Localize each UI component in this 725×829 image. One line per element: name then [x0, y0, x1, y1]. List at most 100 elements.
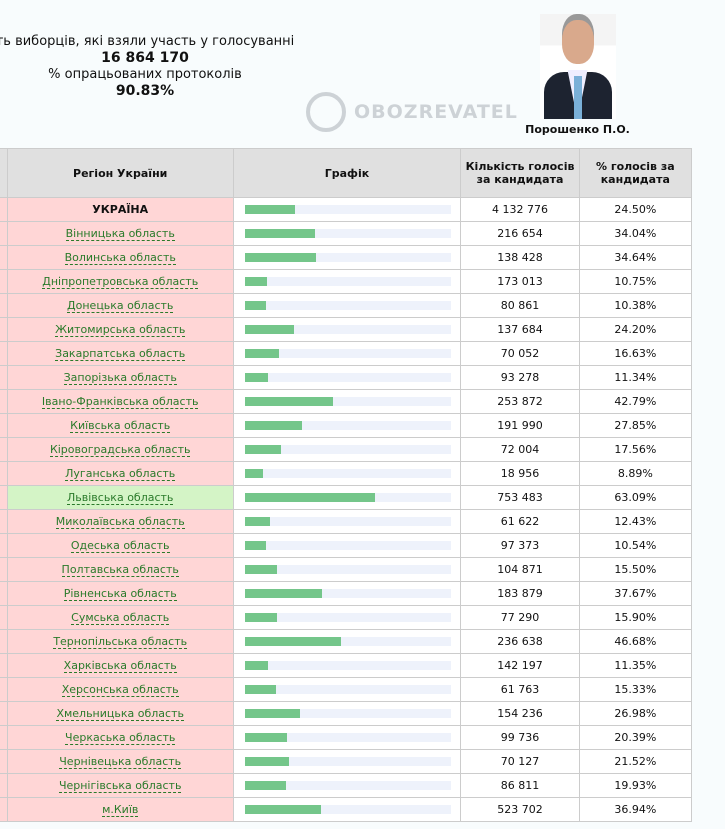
percent-cell: 11.34% — [578, 365, 693, 390]
region-link[interactable]: Кіровоградська область — [49, 443, 191, 457]
region-cell: Кіровоградська область — [6, 437, 234, 462]
table-row: Івано-Франківська область 253 872 42.79% — [0, 389, 693, 414]
row-spacer — [0, 509, 8, 534]
votes-cell: 104 871 — [460, 557, 580, 582]
bar-track — [244, 301, 451, 310]
region-link[interactable]: Полтавська область — [61, 563, 179, 577]
percent-cell: 10.38% — [578, 293, 693, 318]
region-link[interactable]: Дніпропетровська область — [42, 275, 199, 289]
percent-cell: 10.75% — [578, 269, 693, 294]
graph-cell — [232, 533, 462, 558]
table-row: Рівненська область 183 879 37.67% — [0, 581, 693, 606]
region-link[interactable]: Черкаська область — [65, 731, 176, 745]
row-spacer — [0, 293, 8, 318]
region-cell: Донецька область — [6, 293, 234, 318]
bar-fill — [244, 469, 263, 478]
region-cell: Житомирська область — [6, 317, 234, 342]
bar-track — [244, 637, 451, 646]
row-spacer — [0, 749, 8, 774]
percent-cell: 46.68% — [578, 629, 693, 654]
bar-fill — [244, 709, 301, 718]
region-link[interactable]: Закарпатська область — [55, 347, 186, 361]
region-link[interactable]: м.Київ — [102, 803, 139, 817]
votes-cell: 80 861 — [460, 293, 580, 318]
percent-cell: 15.50% — [578, 557, 693, 582]
region-link[interactable]: Чернігівська область — [58, 779, 182, 793]
table-row: Запорізька область 93 278 11.34% — [0, 365, 693, 390]
row-spacer — [0, 605, 8, 630]
bar-fill — [244, 397, 333, 406]
row-spacer — [0, 317, 8, 342]
header-spacer — [0, 148, 8, 198]
bar-track — [244, 253, 451, 262]
votes-cell: 183 879 — [460, 581, 580, 606]
table-row: Чернігівська область 86 811 19.93% — [0, 773, 693, 798]
protocols-label: % опрацьованих протоколів — [48, 67, 242, 82]
percent-cell: 11.35% — [578, 653, 693, 678]
row-spacer — [0, 773, 8, 798]
region-link[interactable]: Одеська область — [70, 539, 170, 553]
bar-fill — [244, 541, 267, 550]
region-link[interactable]: Тернопільська область — [53, 635, 188, 649]
bar-track — [244, 349, 451, 358]
graph-cell — [232, 773, 462, 798]
region-link[interactable]: Житомирська область — [55, 323, 186, 337]
table-row: Закарпатська область 70 052 16.63% — [0, 341, 693, 366]
region-cell: Чернівецька область — [6, 749, 234, 774]
bar-track — [244, 373, 451, 382]
region-link[interactable]: Миколаївська область — [55, 515, 185, 529]
bar-fill — [244, 589, 323, 598]
table-row: Кіровоградська область 72 004 17.56% — [0, 437, 693, 462]
bar-track — [244, 445, 451, 454]
region-link[interactable]: Вінницька область — [65, 227, 175, 241]
region-link[interactable]: Київська область — [70, 419, 171, 433]
graph-cell — [232, 221, 462, 246]
row-spacer — [0, 221, 8, 246]
graph-cell — [232, 677, 462, 702]
votes-cell: 97 373 — [460, 533, 580, 558]
percent-cell: 16.63% — [578, 341, 693, 366]
region-link[interactable]: Харківська область — [63, 659, 177, 673]
region-link[interactable]: Хмельницька область — [56, 707, 184, 721]
percent-cell: 20.39% — [578, 725, 693, 750]
row-spacer — [0, 581, 8, 606]
graph-cell — [232, 437, 462, 462]
region-link[interactable]: Волинська область — [64, 251, 176, 265]
table-row: Луганська область 18 956 8.89% — [0, 461, 693, 486]
percent-cell: 36.94% — [578, 797, 693, 822]
region-link[interactable]: Львівська область — [67, 491, 174, 505]
percent-cell: 15.33% — [578, 677, 693, 702]
percent-cell: 17.56% — [578, 437, 693, 462]
region-link[interactable]: Луганська область — [65, 467, 176, 481]
region-cell: Вінницька область — [6, 221, 234, 246]
percent-cell: 10.54% — [578, 533, 693, 558]
table-row: Миколаївська область 61 622 12.43% — [0, 509, 693, 534]
bar-track — [244, 805, 451, 814]
votes-cell: 61 763 — [460, 677, 580, 702]
graph-cell — [232, 245, 462, 270]
region-cell: Черкаська область — [6, 725, 234, 750]
region-link[interactable]: Івано-Франківська область — [41, 395, 199, 409]
table-row: Сумська область 77 290 15.90% — [0, 605, 693, 630]
region-link[interactable]: Рівненська область — [63, 587, 177, 601]
table-row: Черкаська область 99 736 20.39% — [0, 725, 693, 750]
votes-cell: 77 290 — [460, 605, 580, 630]
percent-cell: 12.43% — [578, 509, 693, 534]
region-link[interactable]: Чернівецька область — [59, 755, 182, 769]
graph-cell — [232, 341, 462, 366]
table-row: Харківська область 142 197 11.35% — [0, 653, 693, 678]
percent-cell: 42.79% — [578, 389, 693, 414]
region-link[interactable]: Донецька область — [67, 299, 174, 313]
row-spacer — [0, 797, 8, 822]
region-link[interactable]: Херсонська область — [61, 683, 179, 697]
row-spacer — [0, 437, 8, 462]
row-spacer — [0, 701, 8, 726]
candidate-photo — [539, 14, 616, 119]
turnout-label: ть виборців, які взяли участь у голосува… — [0, 34, 295, 49]
percent-cell: 34.04% — [578, 221, 693, 246]
region-link[interactable]: Запорізька область — [63, 371, 177, 385]
region-link[interactable]: Сумська область — [71, 611, 170, 625]
region-cell: м.Київ — [6, 797, 234, 822]
region-cell: УКРАЇНА — [6, 197, 234, 222]
region-cell: Одеська область — [6, 533, 234, 558]
